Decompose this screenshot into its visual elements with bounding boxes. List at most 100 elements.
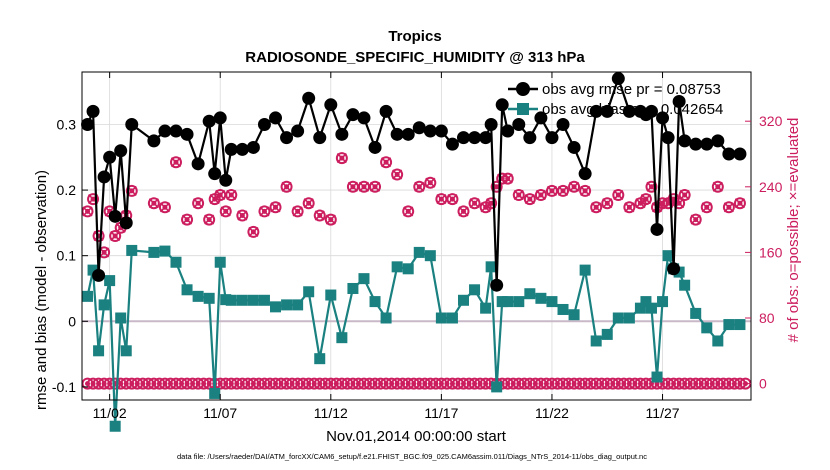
legend-bias-label: obs avg bias pr = 0.042654 <box>542 101 723 118</box>
bias-point <box>424 250 436 262</box>
rmse-point <box>556 117 570 131</box>
possible-obs-point <box>269 201 282 214</box>
rmse-point <box>667 262 681 276</box>
chart-title: Tropics <box>388 28 441 45</box>
evaluated-obs-mark <box>635 198 646 209</box>
evaluated-obs-mark <box>270 202 281 213</box>
rmse-point <box>213 111 227 125</box>
possible-obs-point <box>645 180 658 193</box>
evaluated-obs-mark <box>640 194 652 205</box>
rmse-point <box>257 117 271 131</box>
rmse-point <box>412 121 426 135</box>
bias-point <box>579 264 591 276</box>
possible-obs-point <box>722 201 735 214</box>
evaluated-obs-mark <box>613 189 624 201</box>
possible-obs-point <box>457 205 470 218</box>
rmse-point <box>97 170 111 184</box>
rmse-point <box>423 124 437 138</box>
rmse-point <box>722 147 736 161</box>
rmse-point <box>147 134 161 148</box>
possible-obs-point <box>192 197 205 210</box>
plot-frame <box>81 71 752 401</box>
evaluated-obs-mark <box>392 169 403 180</box>
rmse-point <box>114 144 128 158</box>
rmse-point <box>108 209 122 223</box>
evaluated-obs-mark <box>679 189 690 201</box>
evaluated-obs-mark <box>215 189 226 201</box>
rmse-point <box>119 216 133 230</box>
rmse-point <box>700 137 714 151</box>
bias-point <box>181 284 193 296</box>
evaluated-obs-mark <box>690 214 701 225</box>
possible-obs-point <box>468 197 481 210</box>
bias-point <box>723 319 735 331</box>
possible-obs-point <box>369 180 382 193</box>
evaluated-obs-mark <box>524 194 535 205</box>
evaluated-obs-mark <box>580 185 591 196</box>
y-right-axis-label: # of obs: o=possible; ×=evaluated <box>785 118 802 343</box>
bias-point <box>104 275 116 287</box>
evaluated-obs-mark <box>712 181 723 192</box>
possible-obs-point <box>534 189 547 201</box>
rmse-point <box>656 111 670 125</box>
bias-point <box>634 302 646 314</box>
rmse-point <box>711 134 725 148</box>
possible-obs-point <box>402 205 415 218</box>
x-tick-label: 11/02 <box>93 405 127 421</box>
rmse-point <box>125 117 139 131</box>
possible-obs-point <box>601 197 614 210</box>
possible-obs-point <box>623 201 636 214</box>
x-axis-label: Nov.01,2014 00:00:00 start <box>326 428 507 445</box>
rmse-point <box>534 111 548 125</box>
possible-obs-point <box>523 193 536 206</box>
y-right-tick-label: 240 <box>759 179 783 195</box>
bias-point <box>347 282 359 294</box>
rmse-point <box>611 72 625 86</box>
evaluated-obs-mark <box>591 202 602 213</box>
bias-point <box>109 420 121 432</box>
bias-point <box>701 322 713 334</box>
bias-point <box>601 328 613 340</box>
evaluated-obs-mark <box>159 202 170 213</box>
rmse-point <box>501 124 515 138</box>
x-tick-label: 11/22 <box>535 405 569 421</box>
evaluated-obs-mark <box>502 173 513 184</box>
evaluated-obs-mark <box>281 181 292 192</box>
rmse-point <box>578 167 592 181</box>
possible-obs-point <box>87 193 100 206</box>
possible-obs-point <box>446 193 459 206</box>
rmse-point <box>86 104 100 118</box>
bias-point <box>524 288 536 300</box>
possible-obs-point <box>612 189 625 201</box>
evaluated-obs-mark <box>259 206 270 217</box>
possible-obs-point <box>678 189 691 201</box>
x-tick-label: 11/17 <box>424 405 458 421</box>
bias-point <box>358 273 370 285</box>
rmse-point <box>313 131 327 145</box>
rmse-point <box>512 117 526 131</box>
bias-point <box>657 296 669 308</box>
evaluated-obs-mark <box>170 157 182 168</box>
bias-point <box>662 250 674 262</box>
bias-point <box>502 296 514 308</box>
possible-obs-point <box>391 168 404 181</box>
bias-point <box>325 289 337 301</box>
bias-point <box>568 309 580 321</box>
rmse-point <box>346 108 360 122</box>
evaluated-obs-mark <box>248 226 259 237</box>
bias-point <box>679 279 691 291</box>
possible-obs-point <box>579 184 592 197</box>
possible-obs-point <box>280 180 293 193</box>
rmse-point <box>589 104 603 118</box>
evaluated-obs-mark <box>358 181 370 192</box>
bias-point <box>314 353 326 365</box>
possible-obs-point <box>181 213 194 226</box>
bias-point <box>612 312 624 324</box>
legend-rmse-marker <box>516 82 530 96</box>
possible-obs-point <box>490 180 503 193</box>
possible-obs-point <box>413 180 426 193</box>
evaluated-obs-mark <box>414 181 425 192</box>
evaluated-obs-mark <box>220 206 231 217</box>
rmse-point <box>169 124 183 138</box>
